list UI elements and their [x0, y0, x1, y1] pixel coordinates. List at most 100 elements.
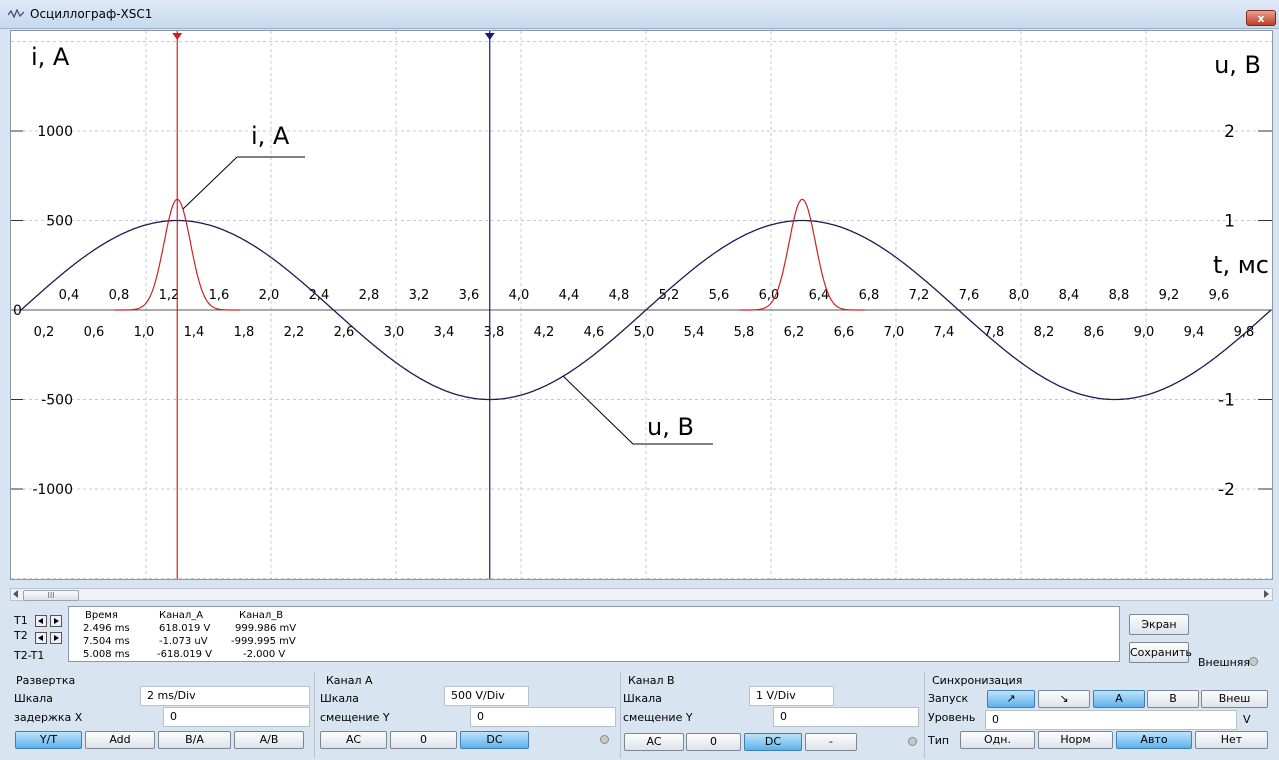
channel-a-offset-field[interactable]: 0 — [470, 707, 616, 727]
x-tick-bottom: 9,0 — [1134, 325, 1155, 340]
x-tick-bottom: 3,0 — [384, 325, 405, 340]
x-tick-top: 7,6 — [959, 288, 980, 303]
y-tick-left: 1000 — [37, 124, 73, 140]
x-tick-bottom: 3,4 — [434, 325, 455, 340]
oscilloscope-icon — [8, 9, 24, 19]
channel-b-dc-button[interactable]: DC — [744, 733, 802, 751]
x-tick-top: 4,0 — [509, 288, 530, 303]
channel-b-indicator-icon — [908, 737, 917, 746]
y-tick-left: 500 — [46, 214, 73, 230]
t1-channel-a: 618.019 V — [159, 623, 211, 634]
x-tick-bottom: 8,6 — [1084, 325, 1105, 340]
mode-add-button[interactable]: Add — [85, 731, 155, 749]
panel-divider — [314, 672, 315, 758]
panel-divider — [924, 672, 925, 758]
timebase-delay-field[interactable]: 0 — [163, 707, 310, 727]
annotation-label-i: i, A — [251, 122, 290, 150]
t1-left-arrow-icon[interactable] — [35, 615, 47, 627]
source-external-button[interactable]: Внеш — [1201, 690, 1268, 708]
annotation-label-u: u, B — [647, 413, 694, 441]
x-tick-top: 5,2 — [659, 288, 680, 303]
x-tick-bottom: 7,8 — [984, 325, 1005, 340]
x-tick-bottom: 5,8 — [734, 325, 755, 340]
channel-a-dc-button[interactable]: DC — [460, 731, 529, 749]
x-tick-top: 9,2 — [1159, 288, 1180, 303]
x-tick-bottom: 7,0 — [884, 325, 905, 340]
x-tick-bottom: 3,8 — [484, 325, 505, 340]
x-tick-top: 1,6 — [209, 288, 230, 303]
x-tick-bottom: 5,0 — [634, 325, 655, 340]
channel-b-negative-button[interactable]: - — [805, 733, 857, 751]
horizontal-scrollbar[interactable]: III — [10, 588, 1273, 601]
trigger-type-label: Тип — [928, 734, 950, 747]
y-tick-left: 0 — [13, 303, 22, 319]
t1-time: 2.496 ms — [83, 623, 130, 634]
x-tick-top: 6,4 — [809, 288, 830, 303]
y-tick-left: -500 — [41, 393, 73, 409]
channel-b-ac-button[interactable]: AC — [624, 733, 684, 751]
t2-right-arrow-icon[interactable] — [50, 632, 62, 644]
mode-ba-button[interactable]: B/A — [158, 731, 231, 749]
dt-time: 5.008 ms — [83, 649, 130, 660]
x-tick-top: 5,6 — [709, 288, 730, 303]
type-none-button[interactable]: Нет — [1195, 731, 1268, 749]
trigger-level-label: Уровень — [928, 711, 976, 724]
timebase-title: Развертка — [16, 674, 76, 687]
type-auto-button[interactable]: Авто — [1116, 731, 1192, 749]
trigger-level-unit: V — [1243, 713, 1251, 726]
channel-b-offset-field[interactable]: 0 — [773, 707, 919, 727]
oscilloscope-plot: 1000 500 0 -500 -1000 2 1 -1 -2 0,4 0,8 1,2 1,6 2,0 2,… — [11, 31, 1272, 579]
x-tick-bottom: 2,2 — [284, 325, 305, 340]
source-b-button[interactable]: B — [1147, 690, 1199, 708]
external-indicator-icon — [1249, 657, 1258, 666]
cursor-marker-t2-icon — [484, 33, 495, 40]
channel-b-zero-button[interactable]: 0 — [686, 733, 741, 751]
close-button[interactable]: x — [1246, 10, 1276, 26]
falling-edge-button[interactable]: ↘ — [1038, 690, 1090, 708]
dt-channel-b: -2.000 V — [243, 649, 286, 660]
type-normal-button[interactable]: Норм — [1038, 731, 1113, 749]
external-label: Внешняя — [1198, 656, 1250, 669]
series-line-u — [20, 219, 1272, 401]
x-tick-top: 0,8 — [109, 288, 130, 303]
cursor-controls: T1 T2 T2-T1 — [8, 604, 68, 662]
x-tick-top: 6,8 — [859, 288, 880, 303]
timebase-scale-label: Шкала — [14, 692, 53, 705]
x-tick-top: 8,4 — [1059, 288, 1080, 303]
timebase-scale-field[interactable]: 2 ms/Div — [140, 686, 310, 706]
t2-left-arrow-icon[interactable] — [35, 632, 47, 644]
x-tick-top: 1,2 — [159, 288, 180, 303]
type-single-button[interactable]: Одн. — [960, 731, 1035, 749]
y-tick-right: -2 — [1218, 480, 1235, 500]
scroll-thumb[interactable]: III — [23, 590, 79, 601]
x-tick-top: 2,0 — [259, 288, 280, 303]
channel-a-scale-label: Шкала — [320, 692, 359, 705]
header-time: Время — [85, 610, 118, 621]
scroll-right-icon[interactable] — [1264, 590, 1269, 598]
title-bar: Осциллограф-XSC1 x — [0, 0, 1279, 29]
trigger-level-field[interactable]: 0 — [985, 710, 1237, 730]
mode-yt-button[interactable]: Y/T — [15, 731, 82, 749]
x-tick-top: 4,4 — [559, 288, 580, 303]
x-tick-bottom: 6,6 — [834, 325, 855, 340]
channel-b-scale-field[interactable]: 1 V/Div — [749, 686, 834, 706]
t1-right-arrow-icon[interactable] — [50, 615, 62, 627]
screen-button[interactable]: Экран — [1129, 614, 1189, 635]
y-tick-left: -1000 — [32, 482, 73, 498]
channel-a-scale-field[interactable]: 500 V/Div — [444, 686, 529, 706]
rising-edge-button[interactable]: ↗ — [987, 690, 1035, 708]
save-button[interactable]: Сохранить — [1129, 642, 1192, 663]
series-line-i — [739, 198, 865, 311]
source-a-button[interactable]: A — [1093, 690, 1145, 708]
x-tick-top: 3,6 — [459, 288, 480, 303]
trigger-title: Синхронизация — [932, 674, 1023, 687]
annotation-leader-u — [562, 375, 634, 445]
x-tick-top: 8,8 — [1109, 288, 1130, 303]
channel-b-offset-label: смещение Y — [623, 711, 693, 724]
scroll-left-icon[interactable] — [13, 590, 18, 598]
channel-a-zero-button[interactable]: 0 — [390, 731, 457, 749]
y-tick-right: 1 — [1224, 212, 1235, 232]
mode-ab-button[interactable]: A/B — [234, 731, 304, 749]
channel-a-ac-button[interactable]: AC — [320, 731, 387, 749]
channel-a-offset-label: смещение Y — [320, 711, 390, 724]
